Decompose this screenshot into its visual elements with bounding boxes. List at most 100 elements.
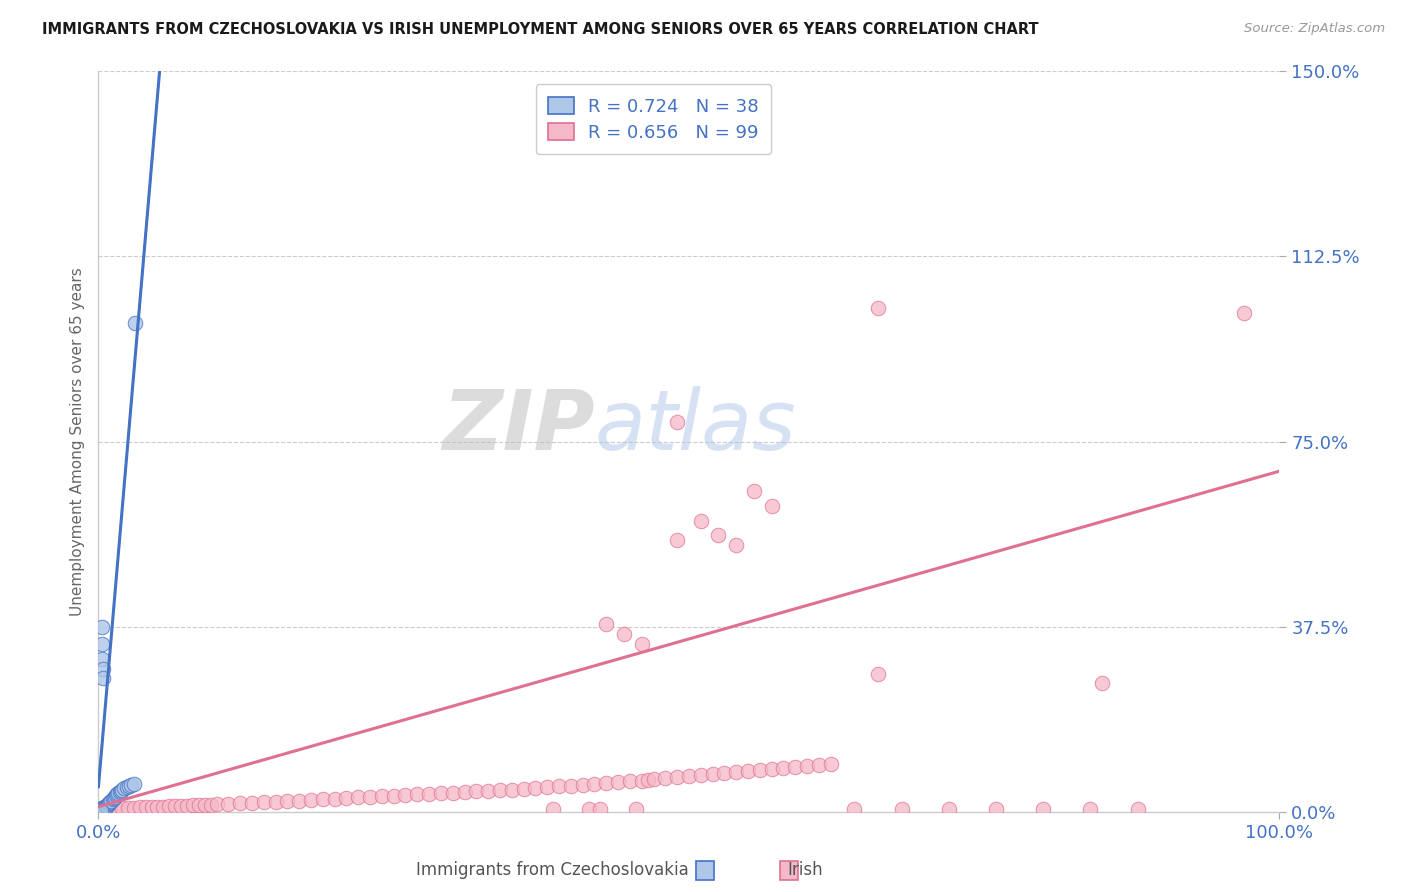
Point bbox=[578, 802, 600, 816]
Point bbox=[205, 797, 228, 812]
Point bbox=[91, 662, 114, 676]
Point bbox=[217, 797, 239, 811]
Point bbox=[165, 799, 187, 814]
Point bbox=[394, 789, 416, 803]
Point bbox=[105, 787, 128, 801]
Point bbox=[118, 779, 141, 793]
Point bbox=[1080, 802, 1102, 816]
Point bbox=[571, 778, 593, 792]
Point bbox=[742, 483, 765, 498]
Point bbox=[108, 785, 131, 799]
Point bbox=[630, 773, 652, 788]
Point bbox=[335, 791, 357, 805]
Point bbox=[91, 802, 114, 816]
Point bbox=[98, 796, 121, 810]
Point bbox=[141, 799, 163, 814]
Point bbox=[176, 798, 198, 813]
Point bbox=[253, 795, 276, 809]
Point bbox=[89, 802, 111, 816]
Point bbox=[761, 499, 783, 513]
Point bbox=[465, 784, 488, 798]
Y-axis label: Unemployment Among Seniors over 65 years: Unemployment Among Seniors over 65 years bbox=[69, 268, 84, 615]
Point bbox=[96, 798, 118, 813]
Point bbox=[105, 801, 128, 815]
Point bbox=[624, 802, 647, 816]
Point bbox=[748, 764, 770, 778]
Point bbox=[382, 789, 405, 803]
Point bbox=[589, 802, 612, 816]
Point bbox=[110, 784, 132, 798]
Point bbox=[94, 798, 117, 813]
Point bbox=[844, 802, 866, 816]
Point bbox=[725, 765, 748, 780]
Point bbox=[501, 782, 523, 797]
Point bbox=[785, 760, 807, 774]
Text: IMMIGRANTS FROM CZECHOSLOVAKIA VS IRISH UNEMPLOYMENT AMONG SENIORS OVER 65 YEARS: IMMIGRANTS FROM CZECHOSLOVAKIA VS IRISH … bbox=[42, 22, 1039, 37]
Point bbox=[312, 792, 335, 806]
Point bbox=[187, 798, 209, 813]
Point bbox=[666, 770, 689, 784]
Point bbox=[90, 803, 112, 817]
Point bbox=[713, 766, 735, 780]
Point bbox=[276, 794, 298, 808]
Point bbox=[170, 798, 193, 813]
Point bbox=[772, 761, 794, 775]
Point bbox=[93, 802, 115, 816]
Legend: R = 0.724   N = 38, R = 0.656   N = 99: R = 0.724 N = 38, R = 0.656 N = 99 bbox=[536, 84, 772, 154]
Point bbox=[796, 759, 818, 773]
Point bbox=[689, 768, 711, 782]
Point bbox=[654, 771, 676, 785]
Point bbox=[111, 782, 134, 797]
Point bbox=[98, 802, 121, 816]
Point bbox=[477, 784, 499, 798]
Point bbox=[124, 316, 146, 330]
Point bbox=[820, 757, 842, 772]
Point bbox=[595, 617, 617, 632]
Point bbox=[1091, 676, 1114, 690]
Point bbox=[264, 795, 287, 809]
Point bbox=[91, 801, 114, 815]
Point bbox=[702, 767, 724, 781]
Point bbox=[98, 795, 121, 809]
Point bbox=[323, 792, 346, 806]
Point bbox=[181, 798, 204, 813]
Point bbox=[737, 764, 759, 779]
Point bbox=[637, 772, 659, 787]
Text: Source: ZipAtlas.com: Source: ZipAtlas.com bbox=[1244, 22, 1385, 36]
Point bbox=[761, 762, 783, 776]
Text: Immigrants from Czechoslovakia: Immigrants from Czechoslovakia bbox=[416, 861, 689, 879]
Point bbox=[135, 800, 157, 814]
Point bbox=[91, 801, 114, 815]
Point bbox=[121, 778, 143, 792]
Point bbox=[371, 789, 394, 804]
Point bbox=[1126, 802, 1149, 816]
Point bbox=[93, 799, 115, 814]
Point bbox=[689, 514, 711, 528]
Point bbox=[890, 802, 912, 816]
Point bbox=[453, 785, 475, 799]
Point bbox=[707, 528, 730, 542]
Point bbox=[1233, 306, 1256, 320]
Point bbox=[666, 415, 689, 429]
Point bbox=[240, 796, 263, 810]
Point bbox=[489, 783, 512, 797]
Point bbox=[117, 801, 139, 815]
Point bbox=[146, 799, 169, 814]
Point bbox=[541, 802, 564, 816]
Point bbox=[536, 780, 558, 794]
Point bbox=[524, 780, 547, 795]
Point bbox=[595, 776, 617, 790]
Point bbox=[299, 793, 322, 807]
Point bbox=[194, 797, 217, 812]
Point bbox=[430, 787, 453, 801]
Point bbox=[406, 788, 429, 802]
Point bbox=[105, 789, 128, 803]
Point bbox=[107, 786, 129, 800]
Point bbox=[512, 781, 534, 796]
Point bbox=[157, 799, 180, 814]
Point bbox=[100, 794, 122, 808]
Text: ZIP: ZIP bbox=[441, 386, 595, 467]
Point bbox=[807, 758, 830, 772]
Point bbox=[418, 787, 440, 801]
Text: atlas: atlas bbox=[595, 386, 796, 467]
